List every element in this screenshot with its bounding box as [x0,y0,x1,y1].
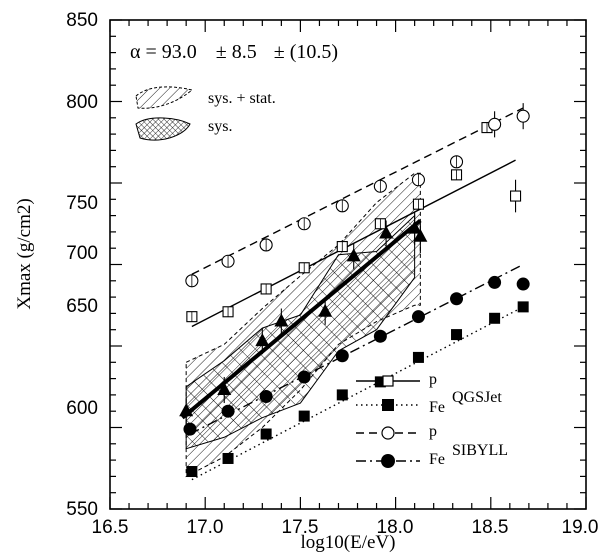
legend-sys-stat-swatch [135,86,194,109]
y-tick-label: 800 [66,92,98,113]
point-qgsjet-fe [517,301,529,313]
legend-model-qgsjet: QGSJet [452,389,502,406]
point-sibyll-fe [516,277,530,291]
legend-open-circle-marker [381,426,395,440]
alpha-value: α = 93.0 [130,41,197,63]
legend-open-square-marker [382,375,394,387]
point-qgsjet-fe [222,452,234,464]
y-axis-title: Xmax (g/cm2) [14,198,35,309]
point-data [407,220,422,234]
point-data [413,228,428,242]
fit-line-qgsjet-fe [191,306,524,481]
y-tick-label: 650 [66,296,98,317]
point-data [318,303,333,317]
x-tick-label: 16.5 [92,517,129,538]
x-tick-label: 17.0 [187,517,224,538]
legend-fe-label: Fe [429,451,445,468]
y-tick-label: 700 [66,243,98,264]
x-axis-title: log10(E/eV) [301,532,396,553]
point-qgsjet-fe [374,376,386,388]
legend-p-label: p [429,423,437,440]
point-qgsjet-fe [260,428,272,440]
point-sibyll-fe [297,370,311,384]
legend-p-label: p [429,371,437,388]
point-sibyll-fe [373,329,387,343]
point-qgsjet-fe [451,329,463,341]
point-data [346,248,361,262]
point-sibyll-fe [183,422,197,436]
point-sibyll-fe [411,310,425,324]
x-tick-label: 19.0 [562,517,599,538]
legend-sys-label: sys. [208,118,232,135]
point-sibyll-fe [335,349,349,363]
point-sibyll-fe [488,275,502,289]
point-sibyll-fe [221,404,235,418]
y-tick-label: 750 [66,193,98,214]
point-qgsjet-fe [412,351,424,363]
point-sibyll-p [516,109,530,123]
fit-line-sibyll-fe [189,263,524,435]
point-sibyll-fe [450,292,464,306]
sys-error: ± (10.5) [274,41,338,63]
model-legend: p Fe QGSJet p Fe SIBYLL [356,371,508,468]
y-tick-label: 550 [66,499,98,520]
y-tick-label: 600 [66,398,98,419]
point-sibyll-p [488,117,502,131]
point-data [217,382,232,396]
x-tick-label: 17.5 [282,517,319,538]
legend-model-sibyll: SIBYLL [452,442,508,459]
point-data [274,313,289,327]
point-qgsjet-p [510,190,522,202]
legend-filled-square-marker [382,399,394,411]
axis-ticks [109,19,587,510]
x-tick-label: 18.0 [377,517,414,538]
point-qgsjet-fe [489,312,501,324]
elongation-rate-annotation: α = 93.0 ± 8.5 ± (10.5) [130,41,338,63]
data-markers [179,109,530,478]
y-tick-label: 850 [66,10,98,31]
point-sibyll-fe [259,390,273,404]
legend-sys-stat-label: sys. + stat. [208,90,276,107]
point-data [255,333,270,347]
data-fit-line [181,218,422,420]
legend-fe-label: Fe [429,399,445,416]
point-qgsjet-fe [298,410,310,422]
fit-line-sibyll-p [191,107,524,275]
point-data [379,225,394,239]
point-qgsjet-fe [336,389,348,401]
legend-sys-swatch [135,117,191,141]
legend-filled-circle-marker [381,454,395,468]
stat-error: ± 8.5 [216,41,257,63]
x-tick-label: 18.5 [472,517,509,538]
point-data [179,403,194,417]
point-qgsjet-fe [186,466,198,478]
